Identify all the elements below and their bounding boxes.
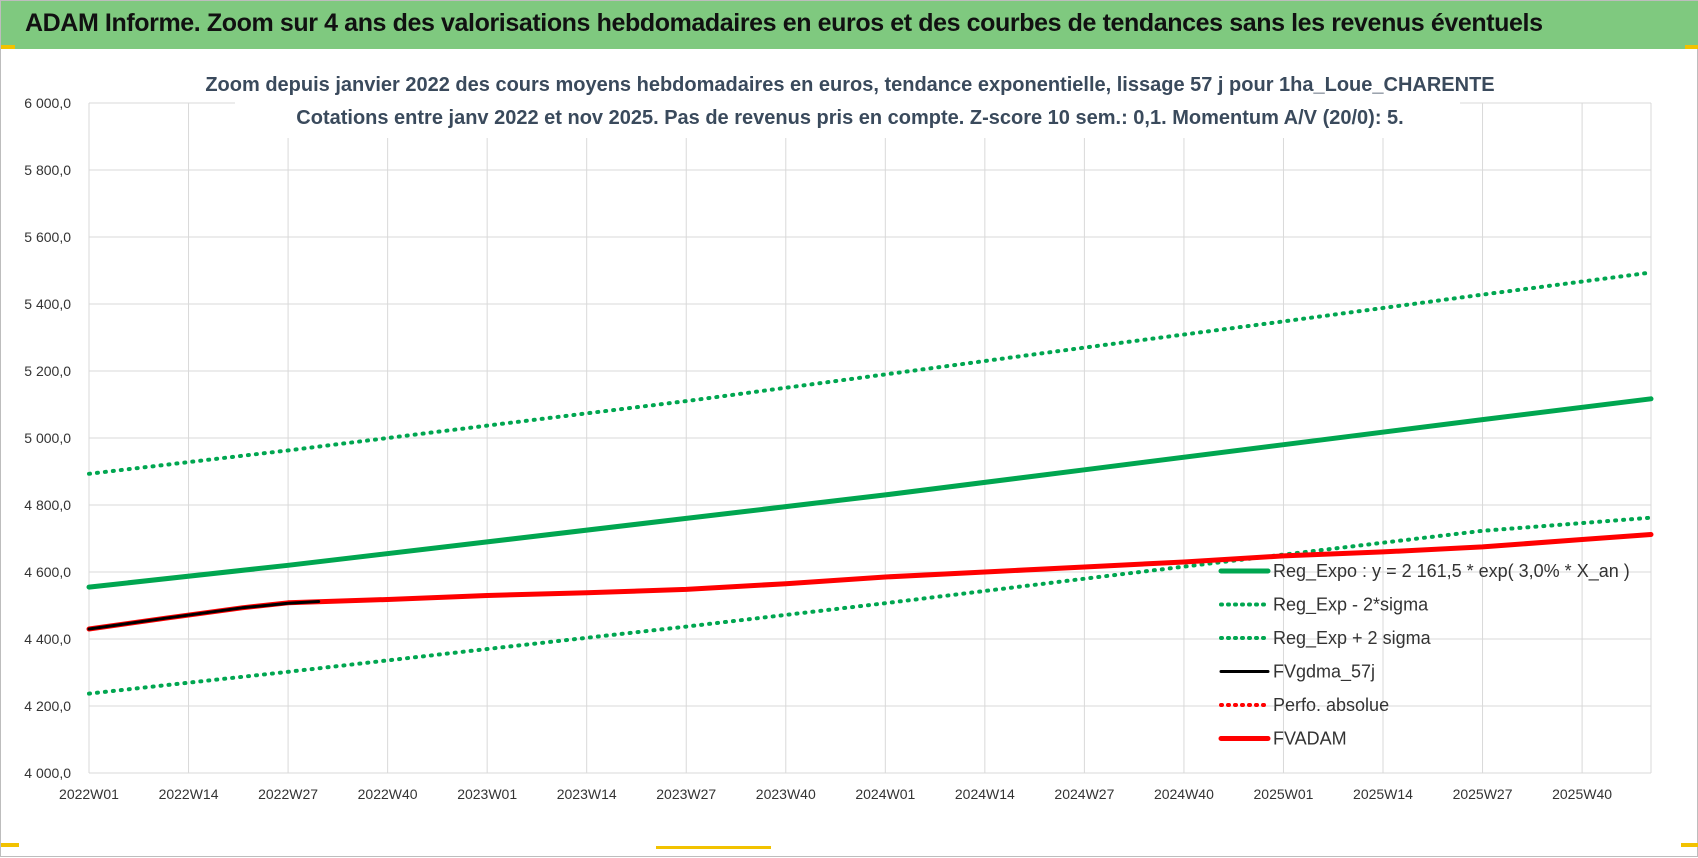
y-axis-ticks: 4 000,0 4 200,0 4 400,0 4 600,0 4 800,0 5 000… [24,95,71,781]
y-tick-label: 4 800,0 [24,497,71,513]
x-tick-label: 2023W27 [656,786,716,802]
x-tick-label: 2023W01 [457,786,517,802]
y-tick-label: 4 200,0 [24,698,71,714]
x-tick-label: 2024W14 [955,786,1015,802]
x-tick-label: 2022W14 [159,786,219,802]
legend-label: Reg_Exp + 2 sigma [1273,628,1432,649]
x-tick-label: 2022W01 [59,786,119,802]
x-tick-label: 2025W01 [1254,786,1314,802]
legend: Reg_Expo : y = 2 161,5 * exp( 3,0% * X_a… [1218,561,1630,749]
chart-title: Zoom depuis janvier 2022 des cours moyen… [205,74,1494,96]
x-tick-label: 2025W14 [1353,786,1413,802]
chart-subtitle: Cotations entre janv 2022 et nov 2025. P… [296,107,1403,129]
y-tick-label: 5 800,0 [24,162,71,178]
x-tick-label: 2023W40 [756,786,816,802]
x-tick-label: 2022W27 [258,786,318,802]
x-tick-label: 2023W14 [557,786,617,802]
banner-title: ADAM Informe. Zoom sur 4 ans des valoris… [25,9,1543,37]
y-tick-label: 4 400,0 [24,631,71,647]
corner-marker-left [1,45,15,49]
x-axis-ticks: 2022W01 2022W14 2022W27 2022W40 2023W01 2023W… [59,786,1612,802]
series-line-fvadam [86,532,1654,632]
x-tick-label: 2024W40 [1154,786,1214,802]
y-tick-label: 6 000,0 [24,95,71,111]
x-tick-label: 2024W01 [855,786,915,802]
legend-label: Reg_Exp - 2*sigma [1273,595,1429,616]
series-line-reg-exp-2-sigma [87,270,1653,476]
corner-marker-right [1685,45,1698,49]
series-lines [86,270,1654,696]
y-tick-label: 4 000,0 [24,765,71,781]
legend-label: FVgdma_57j [1273,662,1375,683]
legend-label: Perfo. absolue [1273,695,1389,715]
x-tick-label: 2022W40 [358,786,418,802]
gridlines [88,102,1652,774]
corner-marker-bottom-right [1681,843,1698,847]
series-line-fvgdma-57j [87,600,321,631]
chart-title-background [235,68,1460,138]
y-tick-label: 5 200,0 [24,363,71,379]
series-line-reg-exp-2-sigma [87,515,1653,696]
legend-label: Reg_Expo : y = 2 161,5 * exp( 3,0% * X_a… [1273,561,1630,582]
y-tick-label: 4 600,0 [24,564,71,580]
series-line-reg-expo-y-2-161-5-exp-3-0-x-an [86,396,1654,590]
y-tick-label: 5 400,0 [24,296,71,312]
x-tick-label: 2025W40 [1552,786,1612,802]
corner-marker-bottom-left [1,843,19,847]
y-tick-label: 5 000,0 [24,430,71,446]
legend-label: FVADAM [1273,729,1347,749]
title-banner: ADAM Informe. Zoom sur 4 ans des valoris… [1,1,1698,49]
y-tick-label: 5 600,0 [24,229,71,245]
corner-marker-bottom-center [656,846,771,849]
x-tick-label: 2024W27 [1054,786,1114,802]
x-tick-label: 2025W27 [1453,786,1513,802]
